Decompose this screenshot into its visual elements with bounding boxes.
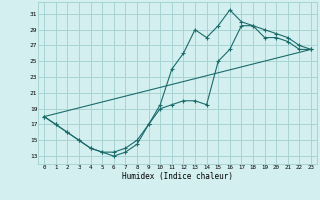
X-axis label: Humidex (Indice chaleur): Humidex (Indice chaleur) — [122, 172, 233, 181]
